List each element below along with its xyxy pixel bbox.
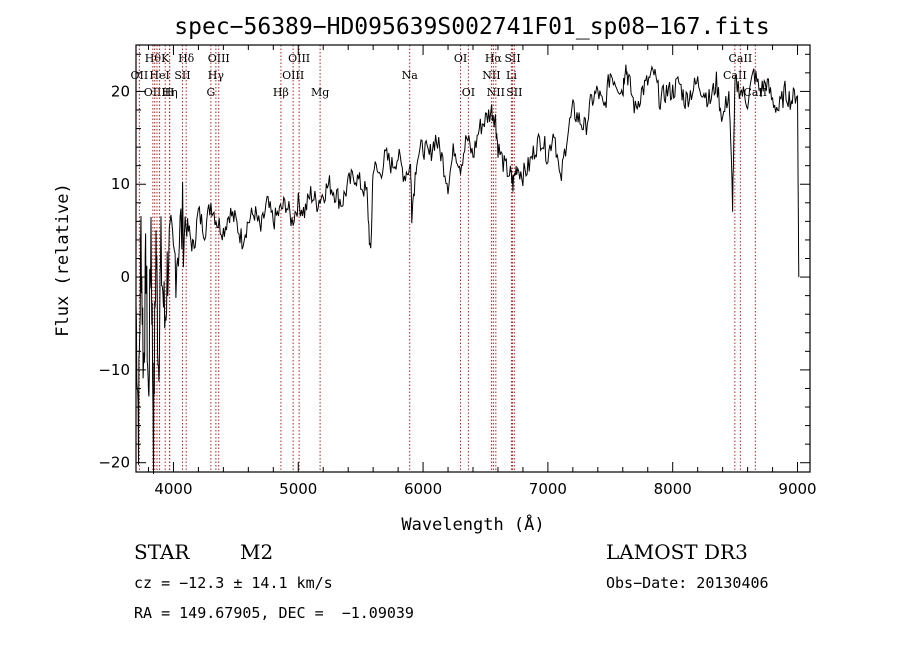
- line-marker-label: CaII: [729, 52, 753, 65]
- y-tick-label: 10: [111, 175, 130, 193]
- spectrum-series: [135, 64, 800, 474]
- coordinates: RA = 149.67905, DEC = −1.09039: [134, 604, 414, 622]
- y-tick-label: −10: [98, 361, 130, 379]
- line-marker-label: Hβ: [273, 86, 289, 99]
- line-marker-label: NII: [482, 69, 500, 82]
- line-marker-label: SII: [504, 52, 520, 65]
- object-subclass: M2: [240, 540, 274, 564]
- line-marker-label: NII: [487, 86, 505, 99]
- x-tick-label: 6000: [404, 480, 442, 498]
- x-tick-label: 5000: [279, 480, 317, 498]
- line-marker-label: OIII: [144, 86, 166, 99]
- line-marker-label: Hη: [162, 86, 178, 99]
- line-marker-label: Hγ: [208, 69, 225, 82]
- line-marker-label: Mg: [311, 86, 329, 99]
- line-marker-label: OI: [454, 52, 467, 65]
- spectral-line-markers: OII Hθ OIII HeI K HHη SII Hδ G Hγ OIII Hβ OIII OIII Mg…: [131, 45, 767, 472]
- line-marker-label: Hθ: [145, 52, 162, 65]
- line-marker-label: Hα: [485, 52, 503, 65]
- line-marker-label: OIII: [288, 52, 310, 65]
- line-marker-label: Hδ: [178, 52, 195, 65]
- line-marker-label: G: [206, 86, 215, 99]
- survey-name: LAMOST DR3: [606, 540, 748, 564]
- chart-title: spec−56389−HD095639S002741F01_sp08−167.f…: [174, 14, 769, 40]
- x-axis-label: Wavelength (Å): [401, 513, 544, 535]
- x-tick-label: 4000: [154, 480, 192, 498]
- line-marker-label: OII: [131, 69, 149, 82]
- observation-date: Obs−Date: 20130406: [606, 574, 769, 592]
- line-marker-label: SII: [506, 86, 522, 99]
- line-marker-label: SII: [174, 69, 190, 82]
- line-marker-label: Na: [402, 69, 419, 82]
- line-marker-label: H: [165, 86, 175, 99]
- line-marker-label: OIII: [208, 52, 230, 65]
- line-marker-label: HeI: [149, 69, 169, 82]
- x-tick-label: 8000: [654, 480, 692, 498]
- line-marker-label: CaII: [723, 69, 747, 82]
- axis-ticks: 4000 5000 6000 7000 8000 9000 −20 −10 0 10 20: [98, 45, 817, 498]
- y-tick-label: 20: [111, 82, 130, 100]
- line-marker-label: OI: [462, 86, 475, 99]
- line-marker-label: K: [161, 52, 170, 65]
- redshift-velocity: cz = −12.3 ± 14.1 km/s: [134, 574, 333, 592]
- y-tick-label: 0: [120, 268, 130, 286]
- y-tick-label: −20: [98, 454, 130, 472]
- line-marker-label: OIII: [282, 69, 304, 82]
- object-class: STAR: [134, 540, 190, 564]
- plot-frame: [135, 44, 811, 473]
- y-axis-label: Flux (relative): [53, 183, 73, 337]
- line-marker-label: Li: [506, 69, 517, 82]
- x-tick-label: 7000: [529, 480, 567, 498]
- x-tick-label: 9000: [778, 480, 816, 498]
- spectrum-line: [135, 64, 800, 474]
